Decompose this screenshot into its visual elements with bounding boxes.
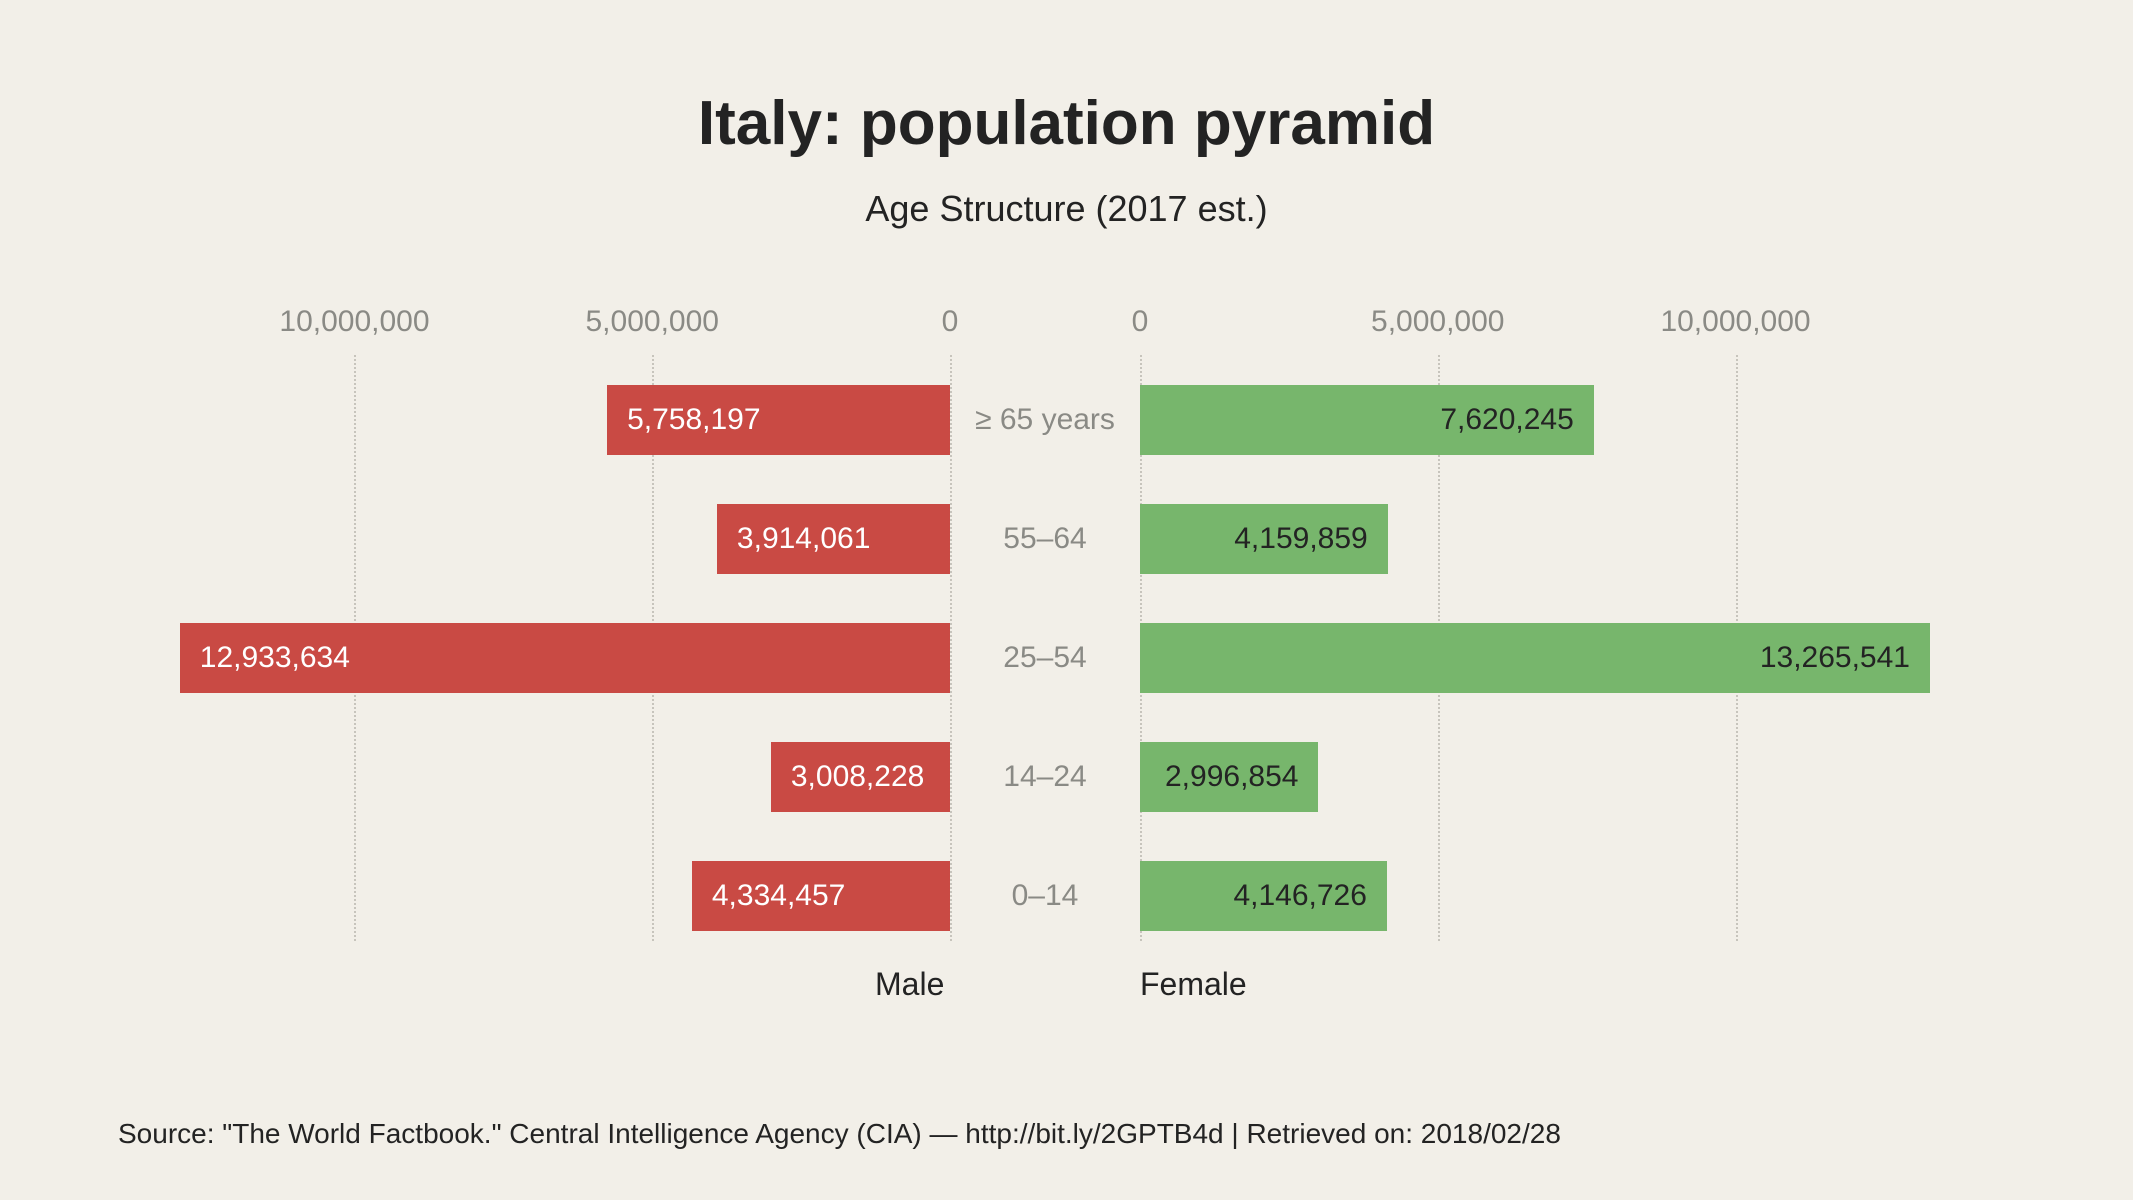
axis-tick-male: 5,000,000 [586, 305, 719, 339]
age-row: 25–54 12,933,634 13,265,541 [130, 623, 2000, 693]
population-pyramid-chart: 10,000,000 10,000,000 5,000,000 5,000,000 0 0… [130, 300, 2000, 1040]
source-citation: Source: "The World Factbook." Central In… [118, 1118, 1561, 1150]
female-value: 7,620,245 [1420, 403, 1593, 437]
female-side-label: Female [1140, 966, 1247, 1003]
age-group-label: 0–14 [1012, 879, 1079, 913]
axis-tick-male: 0 [942, 305, 959, 339]
chart-title: Italy: population pyramid [0, 88, 2133, 159]
male-bar: 3,914,061 [717, 504, 950, 574]
male-value: 3,914,061 [717, 522, 890, 556]
age-row: 55–64 3,914,061 4,159,859 [130, 504, 2000, 574]
axis-tick-female: 5,000,000 [1371, 305, 1504, 339]
age-row: 14–24 3,008,228 2,996,854 [130, 742, 2000, 812]
female-value: 4,146,726 [1213, 879, 1386, 913]
age-row: ≥ 65 years 5,758,197 7,620,245 [130, 385, 2000, 455]
male-value: 3,008,228 [771, 760, 944, 794]
male-value: 12,933,634 [180, 641, 370, 675]
female-bar: 13,265,541 [1140, 623, 1930, 693]
axis-tick-male: 10,000,000 [279, 305, 429, 339]
male-bar: 4,334,457 [692, 861, 950, 931]
female-bar: 7,620,245 [1140, 385, 1594, 455]
axis-tick-female: 10,000,000 [1660, 305, 1810, 339]
male-side-label: Male [875, 966, 944, 1003]
age-group-label: 25–54 [1003, 641, 1086, 675]
chart-subtitle: Age Structure (2017 est.) [0, 188, 2133, 230]
age-group-label: 55–64 [1003, 522, 1086, 556]
male-value: 4,334,457 [692, 879, 865, 913]
female-value: 2,996,854 [1145, 760, 1318, 794]
male-bar: 5,758,197 [607, 385, 950, 455]
page: Italy: population pyramid Age Structure … [0, 0, 2133, 1200]
age-group-label: ≥ 65 years [975, 403, 1115, 437]
age-row: 0–14 4,334,457 4,146,726 [130, 861, 2000, 931]
female-bar: 2,996,854 [1140, 742, 1318, 812]
female-bar: 4,159,859 [1140, 504, 1388, 574]
age-group-label: 14–24 [1003, 760, 1086, 794]
female-value: 13,265,541 [1740, 641, 1930, 675]
male-value: 5,758,197 [607, 403, 780, 437]
male-bar: 3,008,228 [771, 742, 950, 812]
male-bar: 12,933,634 [180, 623, 950, 693]
female-value: 4,159,859 [1214, 522, 1387, 556]
axis-tick-female: 0 [1132, 305, 1149, 339]
female-bar: 4,146,726 [1140, 861, 1387, 931]
